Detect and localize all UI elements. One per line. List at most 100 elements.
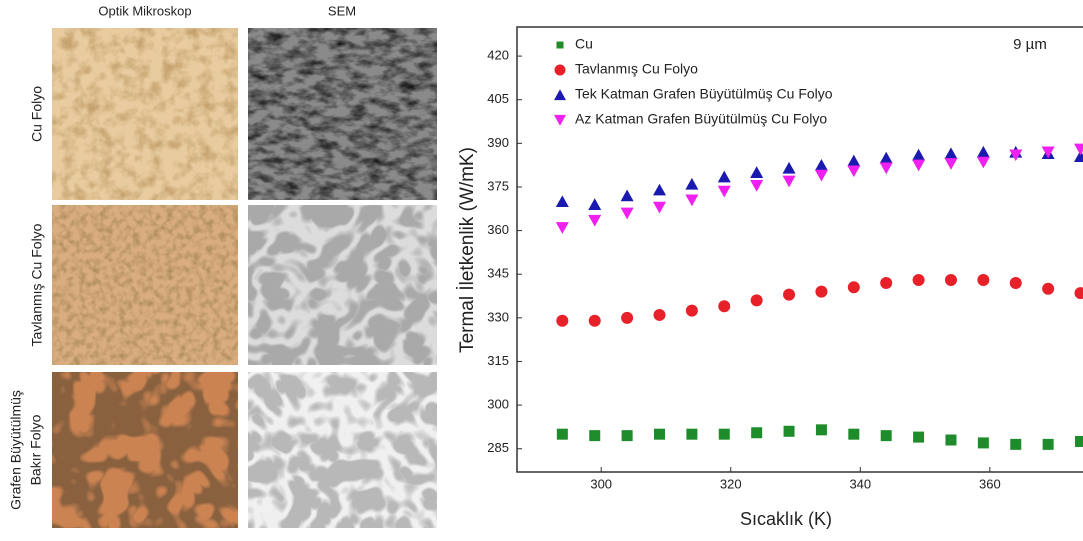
marker [815, 424, 827, 436]
marker [814, 169, 828, 182]
row-label: Cu Folyo [29, 86, 45, 142]
legend-marker [556, 41, 564, 49]
marker [977, 437, 989, 449]
y-tick-label: 330 [487, 309, 509, 324]
marker [654, 428, 665, 440]
marker [1010, 438, 1022, 450]
marker [880, 276, 893, 289]
marker [1074, 143, 1083, 156]
marker [718, 428, 730, 440]
marker [815, 285, 828, 298]
sem-texture [248, 205, 437, 365]
sem-texture [248, 28, 437, 200]
legend-label: Cu [575, 36, 593, 52]
y-tick-label: 375 [487, 178, 509, 193]
marker [977, 274, 990, 287]
marker [1042, 282, 1055, 295]
plot-frame [516, 26, 1083, 473]
legend-label: Az Katman Grafen Büyütülmüş Cu Folyo [575, 111, 827, 127]
row-label: Tavlanmış Cu Folyo [29, 223, 45, 346]
column-label: Optik Mikroskop [98, 3, 191, 18]
marker [588, 198, 602, 210]
marker [621, 311, 634, 324]
marker [976, 145, 990, 158]
y-axis-label: Termal İletkenlik (W/mK) [457, 147, 478, 353]
marker [588, 214, 602, 227]
annotation: 9 µm [1013, 36, 1047, 53]
marker [1074, 287, 1083, 300]
marker [556, 314, 569, 327]
micrograph-grid: Optik Mikroskop SEM Cu Folyo Tavlanmış C… [8, 3, 437, 528]
x-tick-label: 340 [849, 476, 871, 491]
marker [912, 274, 925, 287]
x-axis-label: Sıcaklık (K) [740, 509, 832, 529]
marker [814, 158, 828, 171]
marker [847, 281, 860, 294]
marker [1075, 435, 1083, 447]
x-tick-label: 360 [979, 476, 1001, 491]
marker [750, 179, 764, 192]
marker [912, 159, 926, 172]
marker [685, 177, 699, 190]
y-tick-label: 405 [487, 91, 509, 106]
marker [783, 425, 795, 437]
marker [686, 428, 698, 440]
marker [556, 428, 568, 440]
y-tick-label: 285 [487, 440, 509, 455]
y-tick-label: 420 [487, 48, 509, 63]
marker [848, 428, 860, 440]
marker [783, 288, 796, 301]
marker [1041, 146, 1055, 159]
marker [620, 189, 634, 202]
marker [912, 148, 926, 161]
marker [555, 195, 569, 208]
marker [880, 430, 892, 442]
optical-texture [52, 28, 238, 200]
marker [944, 147, 958, 160]
x-tick-label: 320 [720, 476, 742, 491]
marker [782, 175, 796, 188]
marker [976, 156, 990, 169]
marker [750, 294, 763, 307]
row-label: Grafen Büyütülmüş [8, 390, 24, 510]
marker [1042, 438, 1054, 450]
marker [1009, 149, 1023, 162]
legend-label: Tavlanmış Cu Folyo [575, 61, 698, 77]
marker [621, 430, 633, 442]
marker [847, 154, 861, 167]
row-label: Bakır Folyo [28, 414, 44, 485]
marker [879, 151, 893, 164]
marker [750, 166, 764, 178]
marker [685, 304, 698, 317]
y-tick-label: 345 [487, 266, 509, 281]
y-tick-label: 300 [487, 397, 509, 412]
y-tick-label: 390 [487, 135, 509, 150]
marker [847, 165, 861, 178]
chart: Termal İletkenlik (W/mK) Sıcaklık (K) 9 … [457, 26, 1083, 529]
column-label: SEM [328, 3, 356, 18]
marker [945, 434, 957, 446]
legend-marker [554, 114, 566, 126]
marker [717, 185, 731, 198]
sem-texture [248, 372, 437, 528]
marker [944, 158, 958, 170]
marker [717, 170, 731, 183]
y-tick-label: 360 [487, 222, 509, 237]
y-tick-label: 315 [487, 353, 509, 368]
x-tick-label: 300 [590, 476, 612, 491]
marker [588, 314, 601, 327]
marker [944, 274, 957, 287]
legend-label: Tek Katman Grafen Büyütülmüş Cu Folyo [575, 86, 833, 102]
marker [751, 427, 763, 439]
marker [589, 430, 601, 442]
plot-area [555, 143, 1083, 450]
legend: Cu Tavlanmış Cu Folyo Tek Katman Grafen Bü… [554, 36, 833, 127]
marker [1009, 276, 1022, 289]
marker [653, 183, 666, 196]
marker [555, 222, 569, 234]
marker [718, 300, 731, 313]
optical-texture [52, 205, 238, 365]
marker [620, 207, 634, 220]
